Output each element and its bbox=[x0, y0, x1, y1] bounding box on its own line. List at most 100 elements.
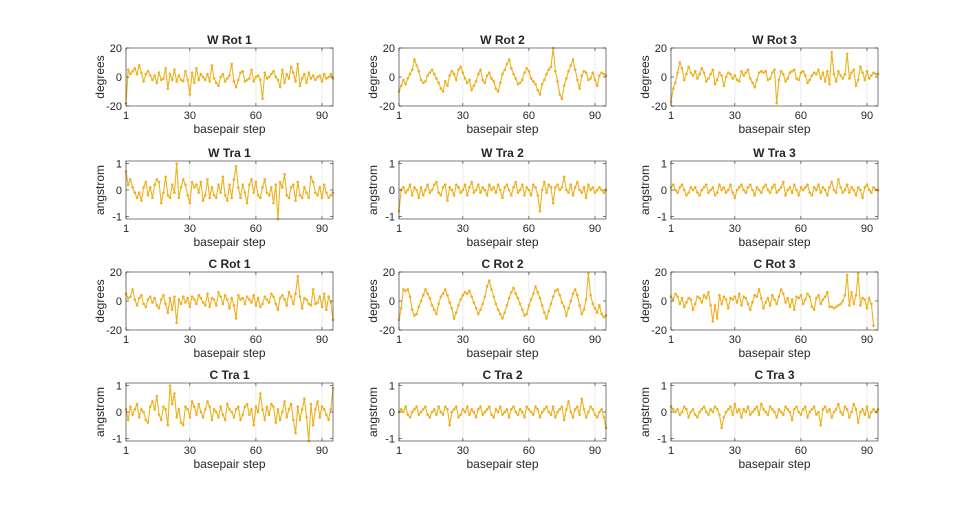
y-tick-label: 1 bbox=[116, 159, 122, 171]
data-point bbox=[148, 405, 152, 409]
y-tick-label: 0 bbox=[116, 407, 122, 419]
data-point bbox=[856, 78, 860, 82]
data-point bbox=[474, 415, 478, 419]
data-point bbox=[832, 306, 836, 310]
data-point bbox=[771, 71, 774, 74]
data-point bbox=[538, 209, 542, 213]
data-point bbox=[470, 295, 473, 298]
data-point bbox=[812, 71, 816, 74]
data-point bbox=[402, 410, 405, 414]
data-point bbox=[499, 81, 502, 85]
data-point bbox=[762, 408, 765, 411]
data-point bbox=[718, 293, 721, 297]
data-point bbox=[700, 408, 704, 411]
data-point bbox=[547, 410, 551, 414]
data-point bbox=[691, 74, 695, 77]
data-point bbox=[819, 423, 823, 427]
data-point bbox=[157, 306, 161, 310]
data-point bbox=[142, 186, 145, 189]
data-point bbox=[252, 293, 256, 297]
data-point bbox=[166, 87, 170, 90]
plot-area bbox=[126, 48, 333, 106]
y-axis-label: angstrom bbox=[638, 165, 652, 215]
data-point bbox=[298, 84, 302, 87]
data-point bbox=[241, 296, 245, 300]
data-point bbox=[602, 315, 606, 319]
data-point bbox=[325, 308, 328, 312]
data-point bbox=[828, 408, 831, 411]
data-point bbox=[565, 314, 568, 317]
data-point bbox=[505, 408, 509, 411]
data-point bbox=[439, 295, 443, 298]
data-point bbox=[270, 186, 273, 189]
data-point bbox=[468, 78, 471, 82]
data-point bbox=[501, 72, 504, 76]
data-point bbox=[839, 302, 842, 306]
data-point bbox=[512, 286, 515, 290]
data-point bbox=[267, 75, 271, 79]
data-point bbox=[329, 301, 333, 304]
data-point bbox=[276, 78, 280, 82]
data-point bbox=[861, 408, 864, 411]
data-point bbox=[461, 293, 465, 297]
data-point bbox=[839, 74, 842, 77]
data-point bbox=[468, 289, 471, 293]
x-tick-label: 1 bbox=[123, 223, 129, 235]
y-tick-label: 20 bbox=[110, 43, 122, 55]
data-point bbox=[303, 72, 306, 76]
data-point bbox=[320, 80, 324, 83]
data-point bbox=[507, 58, 511, 61]
data-point bbox=[298, 193, 302, 197]
x-axis-label: basepair step bbox=[738, 346, 810, 360]
data-point bbox=[294, 292, 297, 296]
data-point bbox=[320, 305, 324, 309]
data-point bbox=[536, 291, 540, 294]
data-point bbox=[206, 72, 209, 76]
data-point bbox=[841, 299, 845, 303]
data-point bbox=[558, 188, 562, 192]
x-tick-label: 1 bbox=[396, 223, 402, 235]
data-point bbox=[164, 175, 167, 179]
data-point bbox=[700, 301, 704, 304]
data-point bbox=[551, 295, 555, 298]
data-point bbox=[232, 178, 236, 181]
data-point bbox=[170, 308, 174, 312]
data-point bbox=[256, 193, 260, 197]
data-point bbox=[593, 78, 597, 82]
data-point bbox=[854, 293, 858, 297]
data-point bbox=[272, 295, 275, 298]
data-point bbox=[443, 80, 447, 83]
data-point bbox=[558, 408, 562, 411]
data-point bbox=[830, 415, 834, 419]
data-point bbox=[558, 93, 562, 96]
data-point bbox=[775, 302, 778, 306]
data-point bbox=[494, 87, 498, 90]
data-point bbox=[250, 68, 253, 72]
data-point bbox=[773, 298, 776, 301]
data-point bbox=[720, 188, 723, 192]
data-point bbox=[252, 80, 256, 83]
data-point bbox=[492, 186, 495, 189]
data-point bbox=[744, 191, 748, 194]
data-point bbox=[755, 295, 759, 298]
data-point bbox=[755, 186, 759, 189]
data-point bbox=[144, 180, 148, 184]
data-point bbox=[206, 178, 209, 181]
data-point bbox=[801, 69, 805, 73]
data-point bbox=[775, 415, 778, 419]
data-point bbox=[854, 84, 858, 87]
data-point bbox=[214, 81, 218, 85]
data-point bbox=[724, 75, 728, 79]
data-point bbox=[318, 186, 322, 189]
data-point bbox=[292, 418, 295, 422]
data-point bbox=[413, 314, 416, 317]
data-point bbox=[848, 77, 851, 80]
data-point bbox=[764, 69, 767, 73]
chart-title: C Rot 3 bbox=[754, 257, 796, 271]
data-point bbox=[153, 74, 156, 77]
data-point bbox=[786, 188, 790, 192]
data-point bbox=[687, 191, 690, 194]
data-point bbox=[503, 311, 507, 314]
data-point bbox=[188, 415, 192, 419]
data-point bbox=[179, 421, 183, 424]
